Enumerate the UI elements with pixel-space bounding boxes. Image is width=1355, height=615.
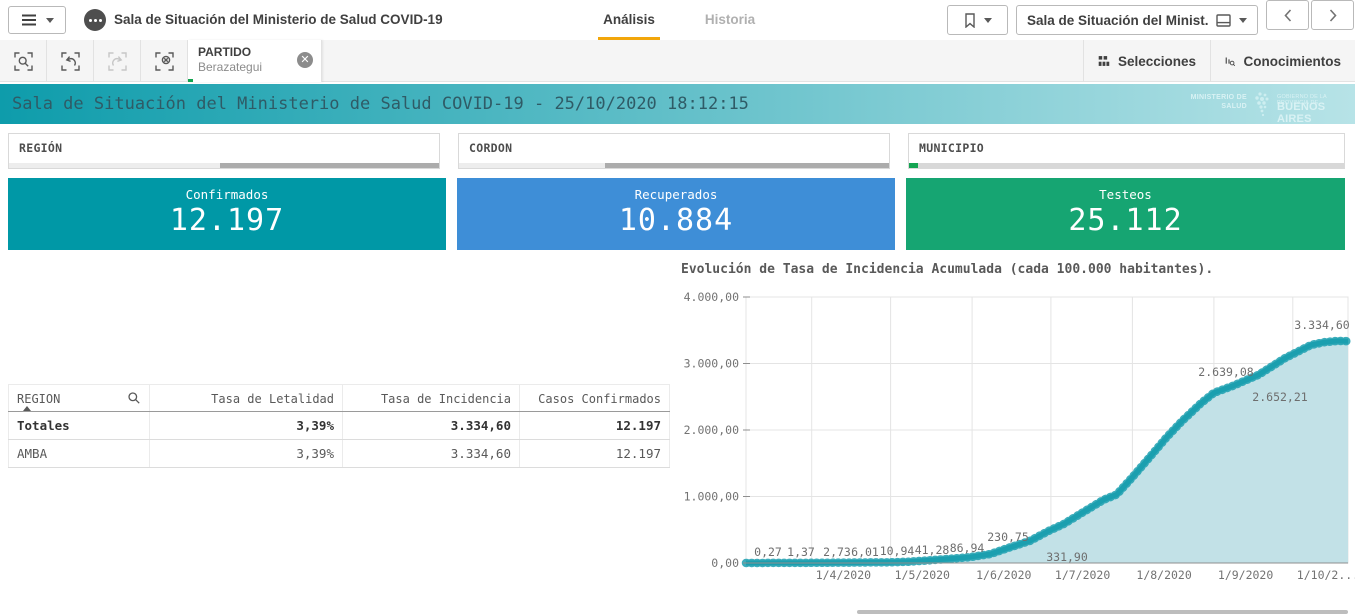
clear-all-icon — [154, 51, 174, 71]
svg-text:2.652,21: 2.652,21 — [1252, 390, 1307, 404]
svg-text:1.000,00: 1.000,00 — [684, 490, 739, 504]
filter-label: MUNICIPIO — [919, 141, 985, 155]
filter-listbox-region[interactable]: REGIÓN — [8, 133, 440, 169]
sheet-title: Sala de Situación del Ministerio de Salu… — [12, 94, 749, 114]
column-header-confirmados[interactable]: Casos Confirmados — [520, 385, 670, 411]
svg-text:6,01: 6,01 — [851, 545, 879, 559]
column-header-region[interactable]: REGION — [8, 385, 150, 411]
svg-text:1/5/2020: 1/5/2020 — [895, 568, 950, 582]
tab-historia[interactable]: Historia — [704, 12, 756, 27]
sheet-header: Sala de Situación del Ministerio de Salu… — [0, 84, 1355, 125]
svg-text:4.000,00: 4.000,00 — [684, 290, 739, 304]
next-sheet-button[interactable] — [1311, 0, 1354, 30]
selections-tool-icon — [1098, 56, 1110, 66]
app-options-icon[interactable] — [84, 9, 106, 31]
chevron-left-icon — [1283, 8, 1291, 22]
chevron-down-icon — [1239, 17, 1247, 23]
filter-label: CORDON — [469, 141, 513, 155]
svg-text:3.334,60: 3.334,60 — [1294, 318, 1349, 332]
selection-state-bar — [9, 163, 439, 168]
filter-chip-field: PARTIDO — [198, 45, 252, 59]
sheet-selector-label: Sala de Situación del Minist... — [1027, 12, 1208, 28]
kpi-label: Recuperados — [634, 187, 718, 202]
svg-text:1/6/2020: 1/6/2020 — [976, 568, 1031, 582]
kpi-value: 12.197 — [169, 203, 285, 238]
remove-filter-icon[interactable]: ✕ — [297, 52, 313, 68]
filter-chip-partido[interactable]: PARTIDO Berazategui ✕ — [188, 40, 322, 82]
bookmark-button[interactable] — [947, 5, 1008, 35]
svg-text:1/10/2...: 1/10/2... — [1297, 568, 1355, 582]
redo-selection-icon — [107, 51, 127, 71]
insights-label: Conocimientos — [1243, 53, 1341, 69]
app-title: Sala de Situación del Ministerio de Salu… — [114, 12, 443, 27]
ministry-logo: MINISTERIO DE SALUD GOBIERNO DE LA PROVIN… — [0, 84, 1355, 125]
chevron-down-icon — [983, 17, 992, 23]
svg-text:1/9/2020: 1/9/2020 — [1218, 568, 1273, 582]
incidence-area-chart[interactable]: 0,00 1.000,00 2.000,00 3.000,00 4.000,00 1/4/… — [680, 288, 1355, 615]
filter-listbox-municipio[interactable]: MUNICIPIO — [908, 133, 1345, 169]
svg-text:0,00: 0,00 — [711, 556, 739, 570]
chart-horizontal-scrollbar[interactable] — [857, 610, 1348, 614]
kpi-value: 25.112 — [1068, 203, 1183, 238]
previous-sheet-button[interactable] — [1266, 0, 1309, 30]
selection-state-bar — [909, 163, 1344, 168]
province-map-icon — [1255, 92, 1269, 117]
kpi-label: Confirmados — [185, 187, 269, 202]
column-search-icon[interactable] — [127, 391, 141, 405]
svg-text:41,28: 41,28 — [915, 543, 950, 557]
chevron-down-icon — [45, 17, 54, 23]
svg-text:2.639,08: 2.639,08 — [1198, 365, 1253, 379]
kpi-value: 10.884 — [618, 203, 734, 238]
bookmark-icon — [964, 12, 975, 28]
selected-state-bar — [188, 79, 193, 82]
table-row-amba[interactable]: AMBA 3,39% 3.334,60 12.197 — [8, 440, 670, 468]
step-back-button[interactable] — [47, 40, 94, 82]
step-forward-button[interactable] — [94, 40, 141, 82]
undo-selection-icon — [60, 51, 80, 71]
insights-icon — [1225, 56, 1236, 66]
svg-text:1,37: 1,37 — [787, 545, 815, 559]
svg-text:331,90: 331,90 — [1046, 550, 1088, 564]
selections-tool-button[interactable]: Selecciones — [1083, 40, 1210, 82]
table-row-totales[interactable]: Totales 3,39% 3.334,60 12.197 — [8, 412, 670, 440]
svg-text:0,27: 0,27 — [754, 545, 782, 559]
search-in-selections-icon — [13, 51, 33, 71]
filter-label: REGIÓN — [19, 141, 63, 155]
clear-selections-button[interactable] — [141, 40, 188, 82]
insights-button[interactable]: Conocimientos — [1210, 40, 1355, 82]
svg-text:1/7/2020: 1/7/2020 — [1055, 568, 1110, 582]
svg-text:1/4/2020: 1/4/2020 — [816, 568, 871, 582]
svg-text:2,73: 2,73 — [823, 545, 851, 559]
svg-text:10,94: 10,94 — [880, 544, 915, 558]
column-header-letalidad[interactable]: Tasa de Letalidad — [150, 385, 343, 411]
active-tab-underline — [598, 37, 660, 40]
sheet-icon — [1216, 13, 1231, 27]
filter-chip-value: Berazategui — [198, 60, 263, 74]
smart-search-button[interactable] — [0, 40, 47, 82]
chart-title: Evolución de Tasa de Incidencia Acumulad… — [681, 262, 1214, 277]
hamburger-icon — [21, 14, 36, 26]
selections-tool-label: Selecciones — [1117, 53, 1196, 69]
svg-text:86,94: 86,94 — [950, 541, 985, 555]
tab-analisis[interactable]: Análisis — [603, 12, 655, 27]
svg-text:3.000,00: 3.000,00 — [684, 357, 739, 371]
kpi-testeos[interactable]: Testeos 25.112 — [906, 178, 1345, 250]
kpi-confirmados[interactable]: Confirmados 12.197 — [8, 178, 446, 250]
sheet-selector[interactable]: Sala de Situación del Minist... — [1016, 5, 1258, 35]
svg-text:1/8/2020: 1/8/2020 — [1136, 568, 1191, 582]
nav-menu-button[interactable] — [8, 6, 66, 34]
kpi-recuperados[interactable]: Recuperados 10.884 — [457, 178, 895, 250]
kpi-label: Testeos — [1099, 187, 1152, 202]
top-bar: Sala de Situación del Ministerio de Salu… — [0, 0, 1355, 41]
filter-listbox-cordon[interactable]: CORDON — [458, 133, 890, 169]
column-header-incidencia[interactable]: Tasa de Incidencia — [343, 385, 520, 411]
sort-ascending-icon — [23, 406, 31, 411]
region-table: REGION Tasa de Letalidad Tasa de Inciden… — [8, 384, 670, 468]
chevron-right-icon — [1329, 8, 1337, 22]
selection-state-bar — [459, 163, 889, 168]
svg-text:2.000,00: 2.000,00 — [684, 423, 739, 437]
table-header-row: REGION Tasa de Letalidad Tasa de Inciden… — [8, 384, 670, 412]
svg-text:230,75: 230,75 — [987, 530, 1029, 544]
